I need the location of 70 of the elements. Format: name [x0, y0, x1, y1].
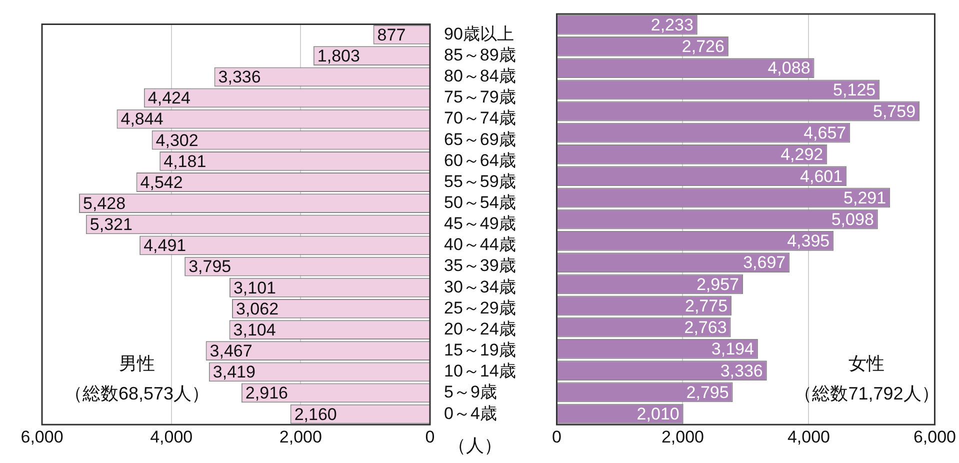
data-label: 5,098	[831, 210, 874, 229]
data-label: 4,491	[144, 236, 186, 256]
text: （人）	[448, 436, 502, 456]
data-label: 5,125	[833, 80, 876, 100]
y-tick-label: 60～64歳	[444, 150, 516, 170]
data-label: 4,395	[787, 232, 830, 251]
data-label: 4,542	[140, 172, 183, 192]
data-label: 2,726	[682, 37, 724, 56]
data-label: 2,957	[696, 274, 740, 294]
annotation: （総数71,792人）	[794, 384, 940, 404]
data-label: 3,101	[233, 278, 276, 298]
y-tick-label: 45～49歳	[444, 214, 516, 234]
data-label: 4,601	[800, 166, 843, 186]
y-tick-label: 55～59歳	[444, 172, 516, 191]
data-label: 3,467	[210, 342, 252, 361]
y-tick-label: 15～19歳	[444, 340, 516, 360]
data-label: 4,844	[120, 110, 164, 129]
data-label: 2,916	[245, 384, 288, 403]
annotation: 女性	[848, 354, 885, 374]
y-tick-label: 65～69歳	[444, 130, 516, 149]
data-label: 3,419	[212, 362, 256, 382]
data-label: 2,763	[684, 318, 727, 338]
y-tick-label: 75～79歳	[444, 88, 516, 107]
y-tick-label: 5～9歳	[444, 382, 497, 402]
data-label: 5,291	[844, 188, 886, 208]
y-tick-label: 35～39歳	[444, 256, 516, 276]
y-tick-label: 30～34歳	[444, 277, 516, 296]
data-label: 3,336	[218, 68, 261, 87]
data-label: 877	[377, 25, 406, 44]
data-label: 1,803	[317, 46, 360, 66]
data-label: 5,321	[90, 215, 132, 234]
y-tick-label: 10～14歳	[444, 362, 516, 381]
data-label: 3,104	[233, 320, 276, 340]
y-tick-label: 70～74歳	[444, 108, 516, 128]
data-label: 2,160	[294, 404, 337, 424]
data-label: 4,088	[768, 58, 810, 78]
data-label: 4,292	[780, 145, 824, 164]
x-tick-label: 0	[552, 427, 562, 446]
y-tick-label: 40～44歳	[444, 235, 516, 254]
y-tick-label: 20～24歳	[444, 319, 516, 338]
x-tick-label: 4,000	[150, 427, 193, 446]
y-tick-label: 25～29歳	[444, 298, 516, 318]
data-label: 4,424	[148, 88, 190, 108]
y-tick-label: 0～4歳	[444, 404, 497, 423]
data-label: 2,233	[650, 15, 694, 34]
x-tick-label: 0	[425, 427, 435, 446]
y-tick-label: 90歳以上	[444, 24, 514, 44]
data-label: 2,010	[636, 404, 680, 424]
data-label: 3,062	[236, 299, 279, 318]
x-tick-label: 6,000	[913, 427, 956, 446]
data-label: 5,428	[82, 194, 126, 214]
x-tick-label: 6,000	[20, 427, 64, 446]
y-tick-label: 85～89歳	[444, 46, 516, 64]
x-tick-label: 2,000	[279, 427, 322, 446]
data-label: 3,194	[711, 340, 754, 359]
y-tick-label: 50～54歳	[444, 193, 516, 212]
annotation: （総数68,573人）	[64, 384, 210, 404]
x-tick-label: 2,000	[661, 427, 704, 446]
data-label: 3,697	[743, 253, 786, 272]
data-label: 4,181	[164, 152, 206, 171]
data-label: 4,657	[804, 124, 846, 143]
data-label: 2,775	[685, 296, 728, 316]
data-label: 4,302	[156, 130, 198, 150]
data-label: 5,759	[873, 102, 916, 121]
annotation: 男性	[119, 354, 155, 374]
y-tick-label: 80～84歳	[444, 66, 516, 86]
x-tick-label: 4,000	[787, 427, 830, 446]
data-label: 3,795	[188, 257, 232, 276]
data-label: 3,336	[720, 361, 763, 380]
data-label: 2,795	[686, 382, 729, 402]
